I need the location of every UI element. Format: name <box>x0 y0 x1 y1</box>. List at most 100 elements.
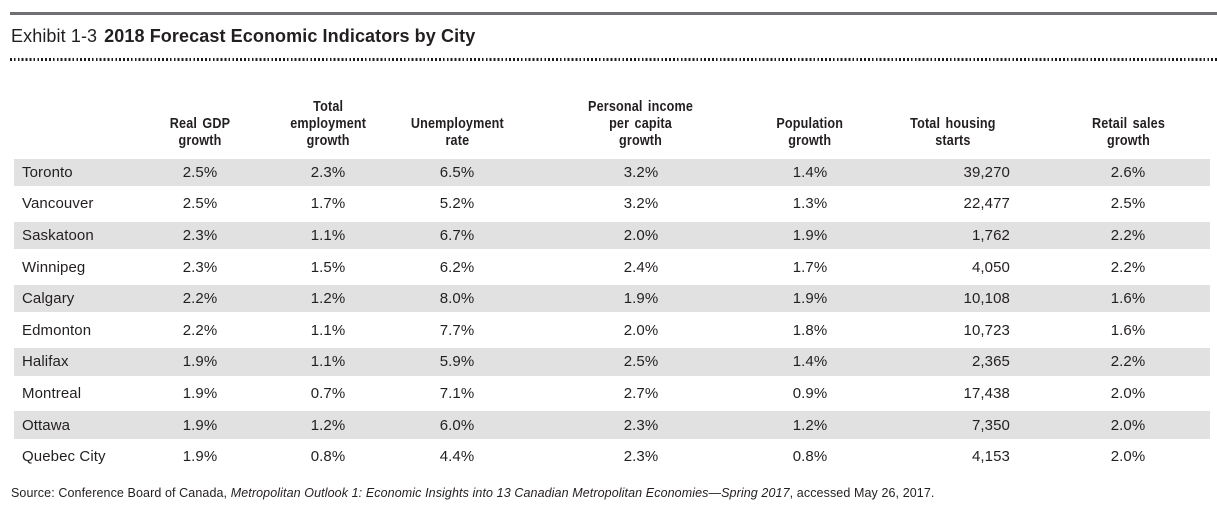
dotted-rule <box>10 58 1217 61</box>
cell-total-housing-starts: 17,438 <box>963 384 1010 402</box>
cell-real-gdp-growth: 2.5% <box>182 195 218 213</box>
cell-real-gdp-growth: 1.9% <box>182 384 218 402</box>
city-name: Calgary <box>14 282 136 315</box>
cell-total-employment-growth: 1.1% <box>264 346 392 378</box>
cell-retail-sales-growth: 2.0% <box>1110 384 1146 402</box>
report-page: { "exhibit": { "label": "Exhibit 1-3", "… <box>0 12 1217 522</box>
cell-total-housing-starts: 39,270 <box>860 156 1046 189</box>
city-name: Saskatoon <box>14 219 136 252</box>
city-name: Halifax <box>14 346 136 378</box>
cell-unemployment-rate: 6.5% <box>392 156 522 189</box>
cell-retail-sales-growth: 2.2% <box>1046 219 1210 252</box>
cell-unemployment-rate: 5.2% <box>439 195 475 213</box>
city-name: Toronto <box>14 156 136 189</box>
cell-retail-sales-growth: 2.2% <box>1046 346 1210 378</box>
cell-population-growth: 1.9% <box>760 219 860 252</box>
city-name: Quebec City <box>22 448 106 466</box>
table-row-saskatoon: Saskatoon 2.3% 1.1% 6.7% 2.0% 1.9% 1,762 2.2% <box>14 219 1210 252</box>
column-header-label: Real GDP growth <box>169 115 231 150</box>
table-row-winnipeg: Winnipeg 2.3% 1.5% 6.2% 2.4% 1.7% 4,050 2.2% <box>14 251 1210 283</box>
cell-real-gdp-growth: 1.9% <box>182 448 218 466</box>
city-name: Ottawa <box>14 409 136 441</box>
column-header-label: Unemployment rate <box>410 115 504 150</box>
cell-total-employment-growth: 2.3% <box>264 156 392 189</box>
source-prefix: Source: Conference Board of Canada, <box>11 486 231 501</box>
cell-unemployment-rate: 7.1% <box>439 384 475 402</box>
cell-personal-income-per-capita-growth: 3.2% <box>623 195 659 213</box>
column-header-retail-sales-growth: Retail sales growth <box>1046 61 1210 157</box>
column-header-real-gdp-growth: Real GDP growth <box>136 61 264 157</box>
cell-personal-income-per-capita-growth: 2.0% <box>623 321 659 339</box>
table-row-montreal: Montreal 1.9% 0.7% 7.1% 2.7% 0.9% 17,438 2.0% <box>14 378 1210 410</box>
cell-total-employment-growth: 1.2% <box>264 409 392 441</box>
column-header-label: Total housing starts <box>910 115 996 150</box>
cell-retail-sales-growth: 2.0% <box>1110 448 1146 466</box>
cell-unemployment-rate: 8.0% <box>392 282 522 315</box>
cell-retail-sales-growth: 2.2% <box>1110 258 1146 276</box>
column-header-population-growth: Population growth <box>760 61 860 157</box>
city-name: Montreal <box>22 384 82 402</box>
cell-personal-income-per-capita-growth: 2.4% <box>623 258 659 276</box>
table-row-quebec-city: Quebec City 1.9% 0.8% 4.4% 2.3% 0.8% 4,153 2.0% <box>14 441 1210 473</box>
cell-total-employment-growth: 1.1% <box>264 219 392 252</box>
cell-real-gdp-growth: 1.9% <box>136 409 264 441</box>
column-header-total-employment-growth: Total employment growth <box>264 61 392 157</box>
city-name: Vancouver <box>22 195 94 213</box>
table-row-toronto: Toronto 2.5% 2.3% 6.5% 3.2% 1.4% 39,270 2.6% <box>14 156 1210 189</box>
cell-real-gdp-growth: 2.3% <box>182 258 218 276</box>
source-suffix: , accessed May 26, 2017. <box>789 486 935 501</box>
cell-population-growth: 1.4% <box>760 346 860 378</box>
cell-total-employment-growth: 1.7% <box>310 195 346 213</box>
cell-retail-sales-growth: 2.6% <box>1046 156 1210 189</box>
cell-unemployment-rate: 4.4% <box>439 448 475 466</box>
cell-total-housing-starts: 4,153 <box>971 448 1010 466</box>
column-header-personal-income-per-capita-growth: Personal income per capita growth <box>522 61 760 157</box>
column-header-total-housing-starts: Total housing starts <box>860 61 1046 157</box>
cell-retail-sales-growth: 2.0% <box>1046 409 1210 441</box>
cell-population-growth: 1.4% <box>760 156 860 189</box>
cell-real-gdp-growth: 1.9% <box>136 346 264 378</box>
cell-real-gdp-growth: 2.3% <box>136 219 264 252</box>
table-header-row: Real GDP growth Total employment growth Un… <box>14 61 1210 157</box>
cell-real-gdp-growth: 2.5% <box>136 156 264 189</box>
cell-total-employment-growth: 1.5% <box>310 258 346 276</box>
column-header-label: Total employment growth <box>290 98 366 150</box>
economic-indicators-table: Real GDP growth Total employment growth Un… <box>14 61 1210 473</box>
cell-population-growth: 1.8% <box>792 321 828 339</box>
cell-population-growth: 1.2% <box>760 409 860 441</box>
source-publication-title: Metropolitan Outlook 1: Economic Insight… <box>230 486 790 501</box>
page-title: 2018 Forecast Economic Indicators by Cit… <box>104 26 476 46</box>
cell-unemployment-rate: 6.2% <box>439 258 475 276</box>
table-header: Real GDP growth Total employment growth Un… <box>14 61 1210 157</box>
cell-total-housing-starts: 2,365 <box>860 346 1046 378</box>
cell-personal-income-per-capita-growth: 2.3% <box>522 409 760 441</box>
cell-population-growth: 0.8% <box>792 448 828 466</box>
cell-population-growth: 1.9% <box>760 282 860 315</box>
column-header-unemployment-rate: Unemployment rate <box>392 61 522 157</box>
cell-unemployment-rate: 7.7% <box>439 321 475 339</box>
cell-personal-income-per-capita-growth: 1.9% <box>522 282 760 315</box>
cell-total-employment-growth: 0.7% <box>310 384 346 402</box>
column-header-label: Population growth <box>776 115 844 150</box>
exhibit-label: Exhibit 1-3 <box>11 26 98 46</box>
cell-real-gdp-growth: 2.2% <box>182 321 218 339</box>
cell-personal-income-per-capita-growth: 2.7% <box>623 384 659 402</box>
cell-total-housing-starts: 10,723 <box>963 321 1010 339</box>
cell-retail-sales-growth: 2.5% <box>1110 195 1146 213</box>
table-body: Toronto 2.5% 2.3% 6.5% 3.2% 1.4% 39,270 2.6% Van… <box>14 156 1210 473</box>
cell-population-growth: 0.9% <box>792 384 828 402</box>
cell-population-growth: 1.3% <box>792 195 828 213</box>
table-row-vancouver: Vancouver 2.5% 1.7% 5.2% 3.2% 1.3% 22,477 2.5% <box>14 188 1210 220</box>
cell-retail-sales-growth: 1.6% <box>1046 282 1210 315</box>
column-header-label: Retail sales growth <box>1091 115 1165 150</box>
cell-total-employment-growth: 0.8% <box>310 448 346 466</box>
cell-total-employment-growth: 1.2% <box>264 282 392 315</box>
cell-unemployment-rate: 5.9% <box>392 346 522 378</box>
cell-total-housing-starts: 22,477 <box>963 195 1010 213</box>
cell-retail-sales-growth: 1.6% <box>1110 321 1146 339</box>
table-row-ottawa: Ottawa 1.9% 1.2% 6.0% 2.3% 1.2% 7,350 2.0% <box>14 409 1210 441</box>
table-row-edmonton: Edmonton 2.2% 1.1% 7.7% 2.0% 1.8% 10,723 1.6% <box>14 314 1210 346</box>
cell-total-housing-starts: 10,108 <box>860 282 1046 315</box>
city-name: Winnipeg <box>22 258 86 276</box>
table-row-calgary: Calgary 2.2% 1.2% 8.0% 1.9% 1.9% 10,108 1.6% <box>14 282 1210 315</box>
